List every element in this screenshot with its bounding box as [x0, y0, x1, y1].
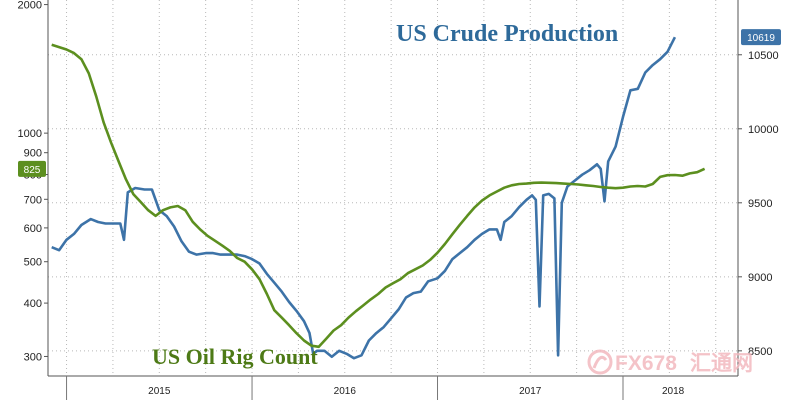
x-tick-label: 2018 [662, 386, 685, 397]
right-tick-label: 10500 [748, 50, 779, 62]
left-tick-label: 300 [24, 351, 42, 363]
x-tick-label: 2017 [519, 386, 542, 397]
right-tick-label: 9500 [748, 198, 772, 210]
x-tick-label: 2015 [148, 386, 171, 397]
right-tick-label: 9000 [748, 272, 772, 284]
left-tick-label: 400 [24, 298, 42, 310]
left-tick-label: 500 [24, 257, 42, 269]
watermark-cjk-text: 汇通网 [690, 352, 753, 375]
left-tick-label: 600 [24, 223, 42, 235]
x-tick-label: 2016 [334, 386, 357, 397]
watermark-text: FX678 [615, 352, 677, 375]
left-tick-label: 2000 [18, 0, 42, 12]
crude-production-annotation: US Crude Production [396, 21, 618, 47]
rig-count-annotation: US Oil Rig Count [152, 344, 318, 369]
rig-last-value-text: 825 [24, 165, 41, 176]
crude-last-value-text: 10619 [747, 33, 775, 44]
right-tick-label: 10000 [748, 124, 779, 136]
left-tick-label: 900 [24, 148, 42, 160]
left-tick-label: 700 [24, 194, 42, 206]
left-tick-label: 1000 [18, 128, 42, 140]
